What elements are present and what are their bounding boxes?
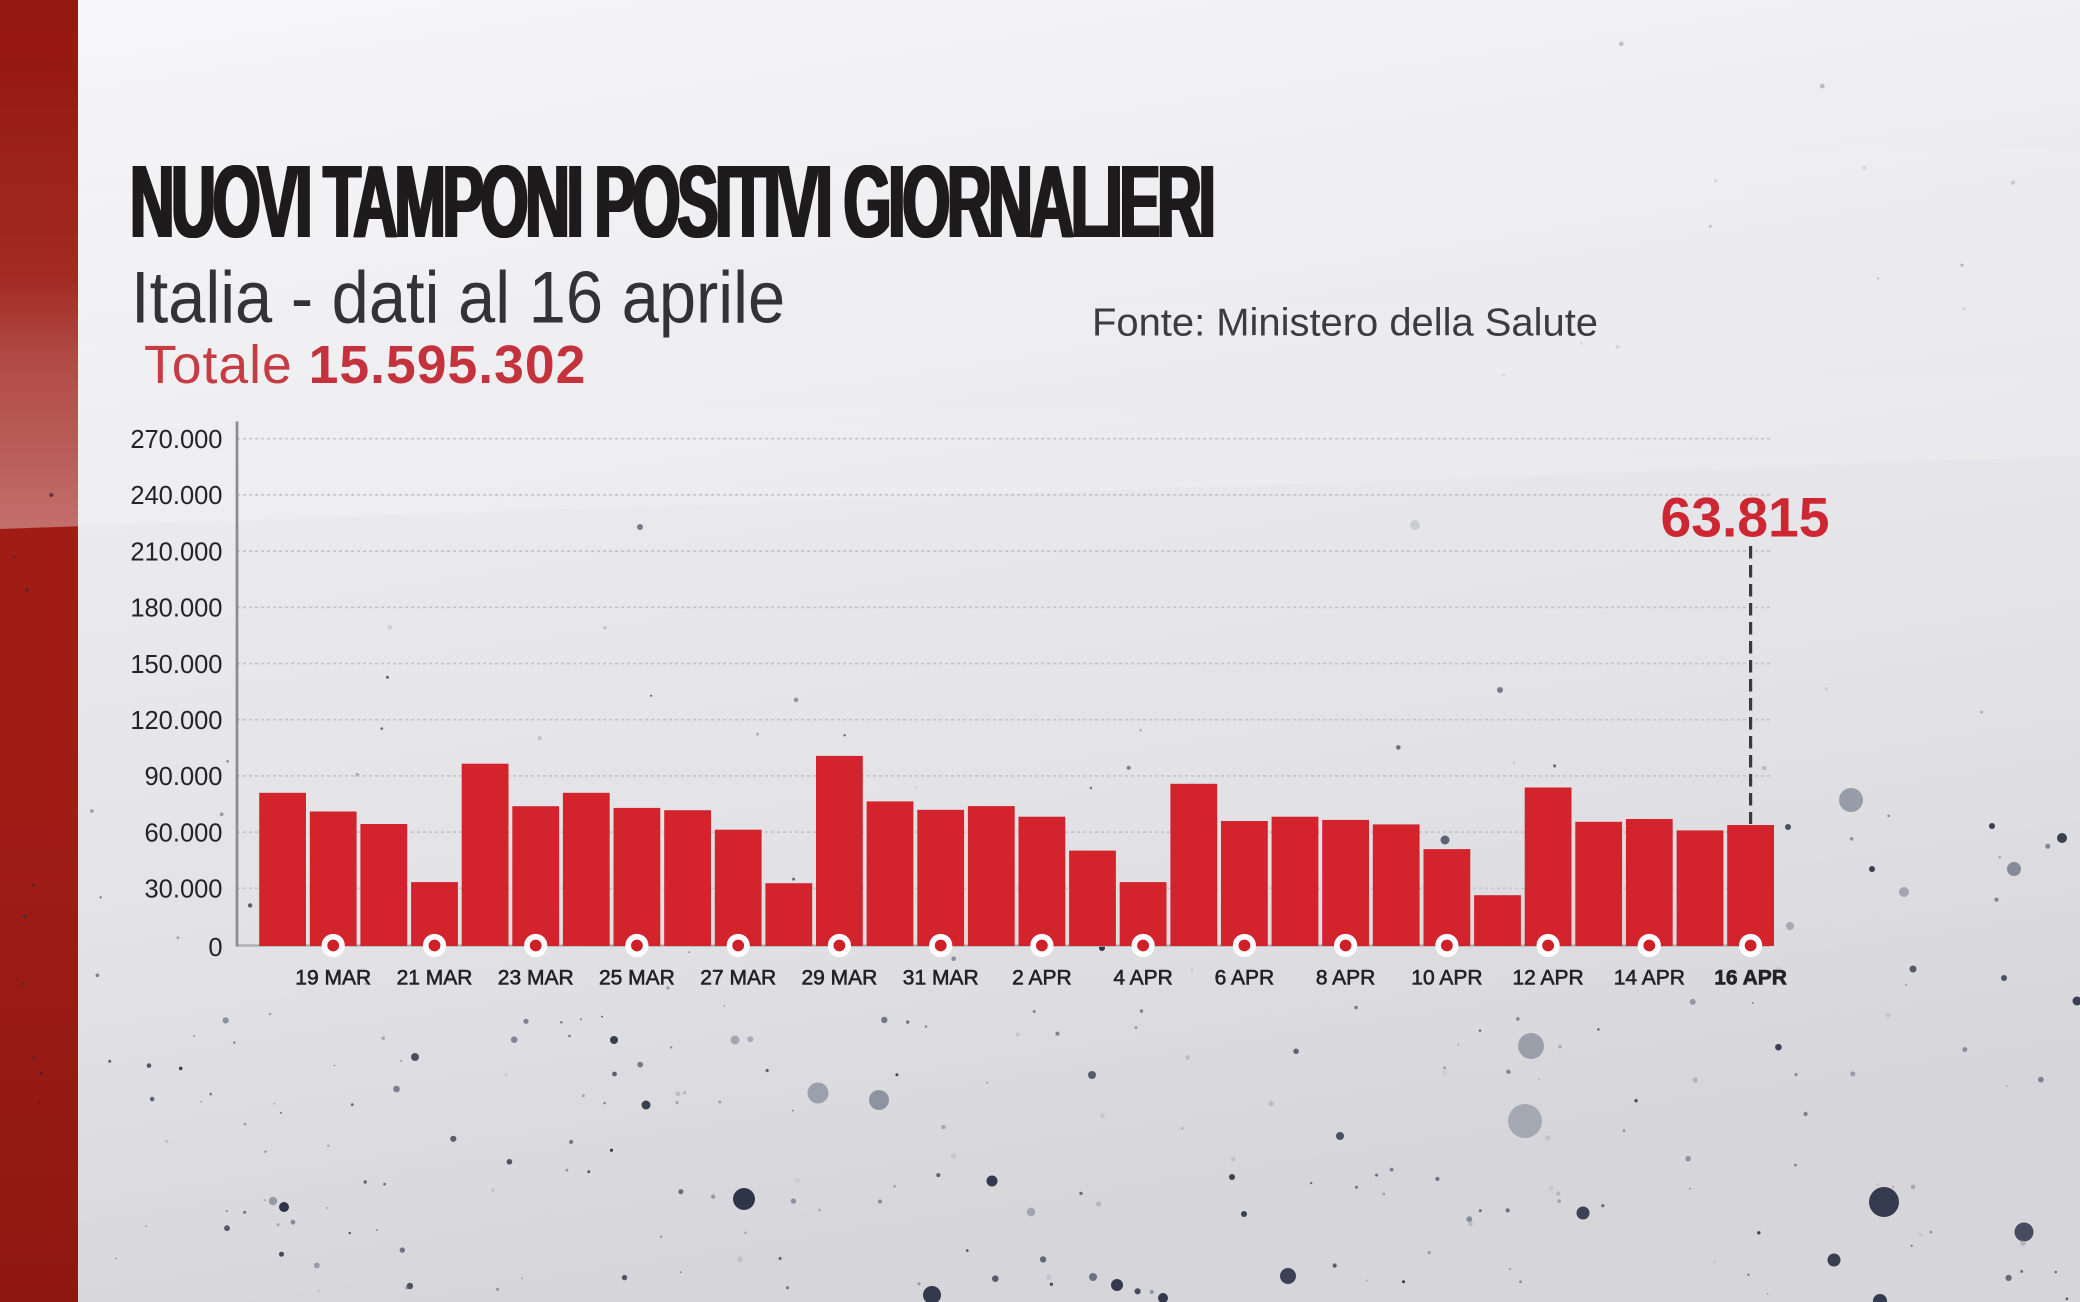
svg-text:240.000: 240.000 [130,482,222,510]
svg-text:120.000: 120.000 [130,707,222,735]
svg-text:29 MAR: 29 MAR [801,967,877,990]
svg-text:150.000: 150.000 [130,651,222,679]
svg-text:0: 0 [208,934,222,962]
svg-text:19 MAR: 19 MAR [295,967,371,990]
svg-text:210.000: 210.000 [130,538,222,566]
svg-text:21 MAR: 21 MAR [397,967,473,990]
svg-text:180.000: 180.000 [130,595,222,623]
svg-text:Totale 15.595.302: Totale 15.595.302 [144,336,586,395]
svg-text:270.000: 270.000 [130,426,222,454]
svg-text:6 APR: 6 APR [1215,967,1275,990]
svg-text:2 APR: 2 APR [1012,967,1072,990]
svg-text:12 APR: 12 APR [1512,967,1583,990]
svg-text:10 APR: 10 APR [1411,967,1482,990]
svg-text:31 MAR: 31 MAR [903,967,979,990]
svg-text:4 APR: 4 APR [1113,967,1173,990]
svg-text:23 MAR: 23 MAR [498,967,574,990]
svg-text:63.815: 63.815 [1661,486,1830,549]
svg-text:27 MAR: 27 MAR [700,967,776,990]
svg-text:90.000: 90.000 [145,763,223,791]
svg-text:Fonte: Ministero della Salute: Fonte: Ministero della Salute [1092,302,1598,345]
svg-text:8 APR: 8 APR [1316,967,1376,990]
svg-text:NUOVI TAMPONI POSITIVI GIORNAL: NUOVI TAMPONI POSITIVI GIORNALIERI [132,144,1215,259]
svg-text:Italia - dati al 16 aprile: Italia - dati al 16 aprile [131,257,785,338]
svg-text:60.000: 60.000 [145,819,223,847]
svg-text:30.000: 30.000 [145,876,223,904]
svg-text:16 APR: 16 APR [1714,967,1787,990]
svg-text:NUOVI TAMPONI POSITIVI GIORNAL: NUOVI TAMPONI POSITIVI GIORNALIERI [128,144,1211,259]
svg-text:14 APR: 14 APR [1614,967,1685,990]
svg-text:25 MAR: 25 MAR [599,967,675,990]
svg-text:NUOVI TAMPONI POSITIVI GIORNAL: NUOVI TAMPONI POSITIVI GIORNALIERI [130,144,1213,259]
